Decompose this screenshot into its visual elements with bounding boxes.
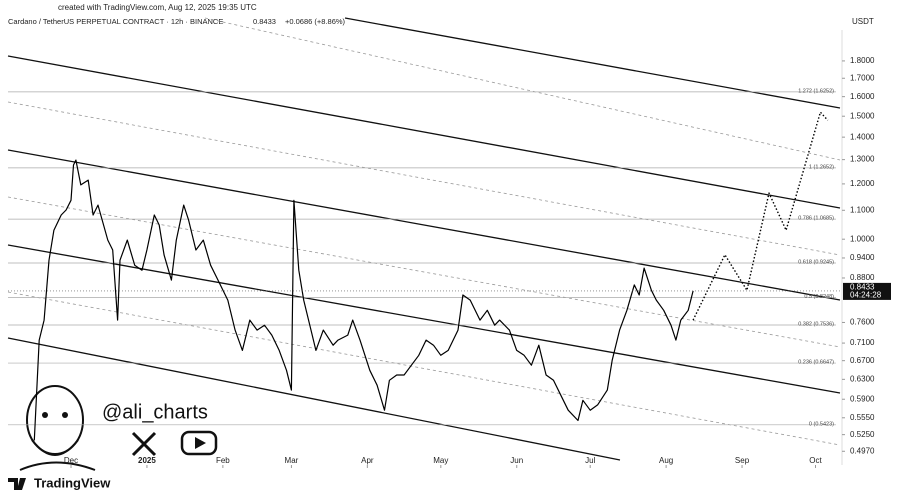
fib-label: 0.236 (0.6647) <box>798 360 834 366</box>
fib-label: 0.382 (0.7536) <box>798 321 834 327</box>
fib-label: 0 (0.5423) <box>809 421 834 427</box>
y-tick-label: 0.6300 <box>850 374 875 383</box>
y-tick-label: 0.5550 <box>850 413 875 422</box>
x-tick-label: Feb <box>216 456 230 465</box>
social-icons <box>131 430 218 457</box>
y-tick-label: 1.5000 <box>850 111 875 120</box>
y-tick-label: 1.0000 <box>850 234 875 243</box>
fib-label: 0.5 (0.8248) <box>804 294 834 300</box>
fib-label: 0.618 (0.9245) <box>798 259 834 265</box>
price-tag-value: 0.8433 <box>850 283 875 292</box>
x-icon <box>131 431 157 457</box>
price-tag-countdown: 04:24:28 <box>850 291 882 300</box>
eye <box>62 412 68 418</box>
logo-mark <box>8 478 26 490</box>
x-tick-label: Jul <box>585 456 595 465</box>
price-line <box>33 159 694 441</box>
x-tick-label: Aug <box>659 456 673 465</box>
play <box>195 437 206 449</box>
trendline <box>7 196 841 348</box>
y-tick-label: 1.3000 <box>850 155 875 164</box>
trendline <box>7 101 841 256</box>
fib-label: 1 (1.2652) <box>809 164 834 170</box>
y-tick-label: 0.4970 <box>850 446 875 455</box>
y-tick-label: 1.2000 <box>850 179 875 188</box>
chart-title: Cardano / TetherUS PERPETUAL CONTRACT · … <box>8 17 223 26</box>
video-icon <box>180 430 218 456</box>
fib-label: 0.786 (1.0685) <box>798 216 834 222</box>
price-tag <box>843 282 891 300</box>
y-tick-label: 0.5900 <box>850 394 875 403</box>
brand: TradingView <box>34 475 111 490</box>
currency: USDT <box>852 17 874 26</box>
avatar <box>19 385 96 471</box>
trendline <box>7 55 841 209</box>
trendline <box>7 244 841 394</box>
handle: @ali_charts <box>102 401 208 423</box>
x-tick-label: May <box>433 456 448 465</box>
price-change: +0.0686 (+8.86%) <box>285 17 346 26</box>
tv-logo <box>8 478 26 490</box>
trendline <box>344 17 841 109</box>
created-note: created with TradingView.com, Aug 12, 20… <box>58 3 257 12</box>
eye <box>42 412 48 418</box>
channel <box>7 17 841 461</box>
x-tick-label: Apr <box>361 456 374 465</box>
y-tick-label: 0.9400 <box>850 253 875 262</box>
trendline <box>7 291 841 446</box>
last-price: 0.8433 <box>253 17 276 26</box>
x-tick-label: Sep <box>735 456 750 465</box>
y-tick-label: 0.6700 <box>850 356 875 365</box>
trendline <box>7 149 841 301</box>
y-tick-label: 1.6000 <box>850 92 875 101</box>
trendline <box>204 17 841 161</box>
y-tick-label: 1.4000 <box>850 132 875 141</box>
y-tick-label: 1.7000 <box>850 73 875 82</box>
x-tick-label: Mar <box>285 456 299 465</box>
y-tick-label: 1.1000 <box>850 205 875 214</box>
x-tick-label: Jun <box>510 456 523 465</box>
projection-line <box>692 111 829 321</box>
y-tick-label: 0.7100 <box>850 338 875 347</box>
x-tick-label: Dec <box>64 456 78 465</box>
fib-label: 1.272 (1.6252) <box>798 88 834 94</box>
y-tick-label: 0.8800 <box>850 273 875 282</box>
y-tick-label: 0.7600 <box>850 318 875 327</box>
smile <box>31 439 79 456</box>
shoulders <box>19 461 96 471</box>
y-tick-label: 1.8000 <box>850 56 875 65</box>
x-tick-label: Oct <box>809 456 822 465</box>
y-tick-label: 0.5250 <box>850 430 875 439</box>
trendline <box>7 337 621 461</box>
x-tick-label: 2025 <box>138 456 156 465</box>
